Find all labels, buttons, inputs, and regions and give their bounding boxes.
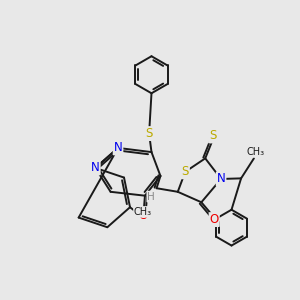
Text: O: O bbox=[139, 208, 148, 222]
Text: CH₃: CH₃ bbox=[246, 147, 265, 157]
Text: CH₃: CH₃ bbox=[134, 207, 152, 217]
Text: N: N bbox=[114, 141, 122, 154]
Text: O: O bbox=[210, 213, 219, 226]
Text: H: H bbox=[147, 192, 155, 202]
Text: N: N bbox=[217, 172, 225, 185]
Text: S: S bbox=[209, 130, 216, 142]
Text: S: S bbox=[146, 127, 153, 140]
Text: S: S bbox=[182, 165, 189, 178]
Text: N: N bbox=[91, 161, 100, 174]
